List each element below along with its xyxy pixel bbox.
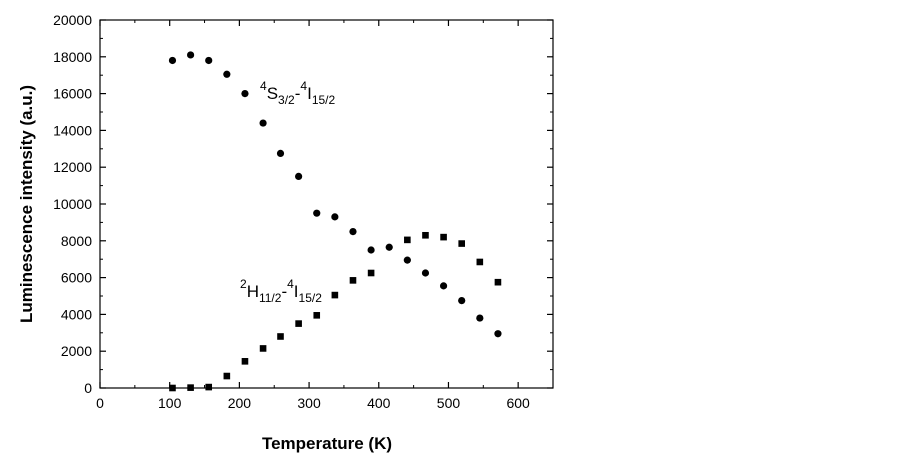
data-point-circle [476, 314, 484, 322]
x-tick-label: 300 [297, 395, 321, 411]
data-point-square [349, 277, 357, 284]
data-point-circle [458, 297, 466, 305]
data-point-square [295, 320, 302, 327]
data-point-square [494, 278, 502, 286]
x-tick-label: 600 [506, 395, 530, 411]
y-tick-label: 14000 [53, 122, 92, 138]
data-point-square [404, 236, 411, 244]
x-tick-label: 400 [367, 395, 391, 411]
data-point-square [259, 345, 267, 352]
y-tick-label: 8000 [61, 233, 92, 249]
data-point-circle [241, 90, 249, 98]
y-tick-label: 10000 [53, 196, 92, 212]
data-point-circle [313, 209, 321, 217]
data-point-square [331, 291, 339, 299]
x-axis-title: Temperature (K) [262, 434, 392, 453]
data-point-square [422, 231, 429, 239]
plot-frame [99, 19, 554, 389]
y-tick-label: 20000 [53, 12, 92, 28]
data-point-square [169, 384, 176, 392]
annotation-4s32-4i152: 4S3/2-4I15/2 [260, 79, 335, 107]
data-point-square [458, 240, 466, 247]
data-point-square [277, 333, 284, 340]
data-point-circle [295, 172, 303, 180]
x-tick-label: 100 [158, 395, 182, 411]
data-point-square [313, 312, 321, 319]
data-point-circle [367, 246, 375, 254]
data-point-circle [331, 213, 339, 221]
data-point-circle [187, 51, 195, 59]
data-point-square [367, 269, 375, 277]
data-point-circle [205, 56, 213, 65]
data-point-circle [223, 70, 231, 78]
y-tick-label: 18000 [53, 49, 92, 65]
data-point-circle [259, 119, 267, 127]
data-point-circle [168, 56, 177, 65]
data-point-circle [276, 149, 285, 157]
y-axis-title: Luminescence intensity (a.u.) [17, 85, 36, 323]
data-point-square [241, 358, 249, 365]
data-point-circle [494, 330, 502, 338]
data-point-square [187, 384, 194, 391]
x-tick-label: 500 [437, 395, 461, 411]
x-tick-label: 0 [96, 395, 104, 411]
y-tick-label: 12000 [53, 159, 92, 175]
y-tick-label: 16000 [53, 86, 92, 102]
data-point-circle [421, 269, 430, 277]
data-point-square [223, 372, 231, 380]
data-point-circle [403, 256, 411, 264]
data-point-square [476, 258, 484, 266]
data-point-circle [349, 228, 357, 236]
x-tick-label: 200 [228, 395, 252, 411]
data-point-square [205, 383, 213, 391]
axis-ticks: 0 100 200 300 400 500 600020004000600080001000… [53, 12, 553, 411]
y-tick-label: 0 [84, 380, 92, 396]
data-point-circle [439, 282, 448, 290]
data-marks [168, 51, 502, 392]
y-tick-label: 2000 [61, 343, 92, 359]
annotation-2h112-4i152: 2H11/2-4I15/2 [240, 277, 322, 305]
y-tick-label: 6000 [61, 270, 92, 286]
y-tick-label: 4000 [61, 306, 92, 322]
data-point-square [440, 233, 447, 241]
data-point-circle [385, 243, 393, 251]
